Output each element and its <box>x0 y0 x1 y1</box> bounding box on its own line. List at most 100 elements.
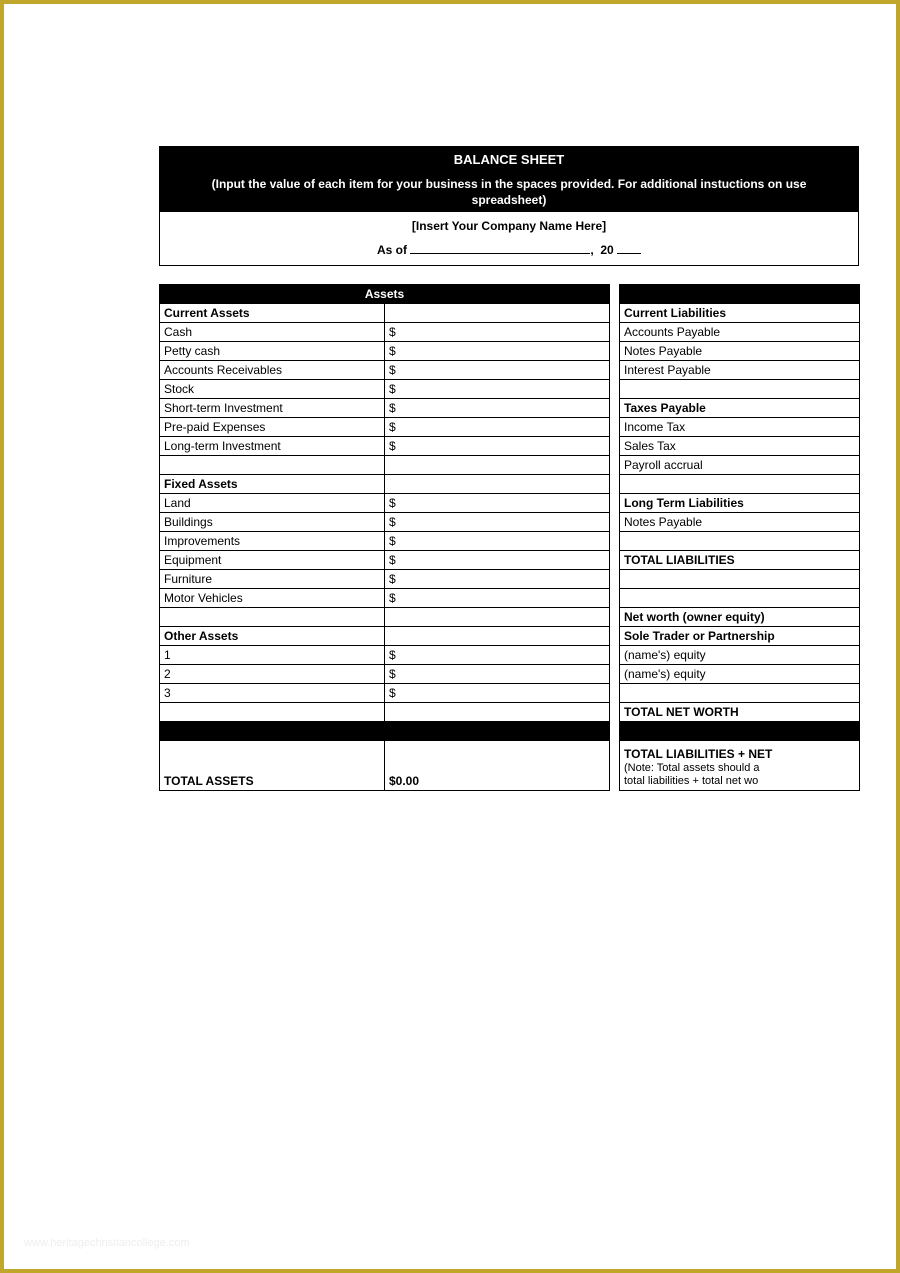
title-bar: BALANCE SHEET <box>159 146 859 173</box>
total-net-worth-label: TOTAL NET WORTH <box>620 703 860 722</box>
asof-date-blank[interactable] <box>410 253 590 254</box>
liability-label: Accounts Payable <box>620 323 860 342</box>
table-row: Current Assets Current Liabilities <box>160 304 860 323</box>
liability-label: Notes Payable <box>620 513 860 532</box>
asset-label: Petty cash <box>160 342 385 361</box>
asset-value[interactable]: $ <box>385 418 610 437</box>
liability-label: Interest Payable <box>620 361 860 380</box>
asset-value[interactable]: $ <box>385 646 610 665</box>
instructions-line-1: (Input the value of each item for your b… <box>212 177 807 191</box>
asset-value[interactable]: $ <box>385 361 610 380</box>
asset-value[interactable]: $ <box>385 665 610 684</box>
table-row: Short-term Investment $ Taxes Payable <box>160 399 860 418</box>
asof-year-prefix: 20 <box>600 243 613 257</box>
company-name-placeholder[interactable]: [Insert Your Company Name Here] <box>160 212 858 237</box>
sole-trader-header: Sole Trader or Partnership <box>620 627 860 646</box>
asset-value[interactable]: $ <box>385 551 610 570</box>
table-row: Land $ Long Term Liabilities <box>160 494 860 513</box>
asset-value[interactable]: $ <box>385 494 610 513</box>
asof-year-blank[interactable] <box>617 253 641 254</box>
assets-header-row: Assets <box>160 285 860 304</box>
table-row: TOTAL NET WORTH <box>160 703 860 722</box>
asset-label: 3 <box>160 684 385 703</box>
assets-header: Assets <box>160 285 610 304</box>
asset-label: Short-term Investment <box>160 399 385 418</box>
total-liabilities-label: TOTAL LIABILITIES <box>620 551 860 570</box>
other-assets-header: Other Assets <box>160 627 385 646</box>
table-row: Other Assets Sole Trader or Partnership <box>160 627 860 646</box>
asset-value[interactable]: $ <box>385 399 610 418</box>
asof-comma: , <box>590 243 593 257</box>
asset-value[interactable]: $ <box>385 437 610 456</box>
note-line-2: total liabilities + total net wo <box>624 775 758 787</box>
table-row: Long-term Investment $ Sales Tax <box>160 437 860 456</box>
asset-label: 2 <box>160 665 385 684</box>
asset-value[interactable]: $ <box>385 532 610 551</box>
total-assets-label: TOTAL ASSETS <box>160 741 385 791</box>
asset-label: Furniture <box>160 570 385 589</box>
table-row: 2 $ (name's) equity <box>160 665 860 684</box>
asset-value[interactable]: $ <box>385 589 610 608</box>
table-row: Motor Vehicles $ <box>160 589 860 608</box>
spacer-row <box>160 722 860 741</box>
asset-value[interactable]: $ <box>385 570 610 589</box>
asset-label: Accounts Receivables <box>160 361 385 380</box>
watermark-text: www.heritagechristiancollege.com <box>24 1237 190 1249</box>
document-content: BALANCE SHEET (Input the value of each i… <box>159 146 859 791</box>
asset-value[interactable]: $ <box>385 342 610 361</box>
net-worth-header: Net worth (owner equity) <box>620 608 860 627</box>
table-row: Fixed Assets <box>160 475 860 494</box>
asset-label: Improvements <box>160 532 385 551</box>
long-term-liabilities-header: Long Term Liabilities <box>620 494 860 513</box>
tax-label: Sales Tax <box>620 437 860 456</box>
asset-label: Stock <box>160 380 385 399</box>
table-row: 3 $ <box>160 684 860 703</box>
table-row: Pre-paid Expenses $ Income Tax <box>160 418 860 437</box>
liability-label: Notes Payable <box>620 342 860 361</box>
total-liab-net-label: TOTAL LIABILITIES + NET <box>624 747 772 761</box>
table-row: Accounts Receivables $ Interest Payable <box>160 361 860 380</box>
tax-label: Income Tax <box>620 418 860 437</box>
fixed-assets-header: Fixed Assets <box>160 475 385 494</box>
asset-label: Cash <box>160 323 385 342</box>
totals-row: TOTAL ASSETS $0.00 TOTAL LIABILITIES + N… <box>160 741 860 791</box>
document-title: BALANCE SHEET <box>454 152 565 167</box>
as-of-line: As of , 20 <box>160 237 858 265</box>
instructions-line-2: spreadsheet) <box>472 193 547 207</box>
asset-value[interactable]: $ <box>385 513 610 532</box>
table-row: 1 $ (name's) equity <box>160 646 860 665</box>
equity-label: (name's) equity <box>620 646 860 665</box>
asset-value[interactable]: $ <box>385 380 610 399</box>
asset-label: Motor Vehicles <box>160 589 385 608</box>
asset-value[interactable]: $ <box>385 323 610 342</box>
page-frame: BALANCE SHEET (Input the value of each i… <box>0 0 900 1273</box>
table-row: Net worth (owner equity) <box>160 608 860 627</box>
total-liabilities-net-cell: TOTAL LIABILITIES + NET (Note: Total ass… <box>620 741 860 791</box>
total-assets-value: $0.00 <box>385 741 610 791</box>
table-row: Stock $ <box>160 380 860 399</box>
instructions-bar: (Input the value of each item for your b… <box>159 173 859 212</box>
asset-label: Pre-paid Expenses <box>160 418 385 437</box>
asset-label: Buildings <box>160 513 385 532</box>
balance-sheet-table: Assets Current Assets Current Liabilitie… <box>159 284 860 791</box>
asset-label: Equipment <box>160 551 385 570</box>
table-row: Buildings $ Notes Payable <box>160 513 860 532</box>
current-assets-header: Current Assets <box>160 304 385 323</box>
asset-label: Land <box>160 494 385 513</box>
table-row: Furniture $ <box>160 570 860 589</box>
asset-label: 1 <box>160 646 385 665</box>
note-line-1: (Note: Total assets should a <box>624 762 760 774</box>
table-row: Equipment $ TOTAL LIABILITIES <box>160 551 860 570</box>
current-liabilities-header: Current Liabilities <box>620 304 860 323</box>
table-row: Improvements $ <box>160 532 860 551</box>
tax-label: Payroll accrual <box>620 456 860 475</box>
company-block: [Insert Your Company Name Here] As of , … <box>159 212 859 266</box>
asset-label: Long-term Investment <box>160 437 385 456</box>
equity-label: (name's) equity <box>620 665 860 684</box>
taxes-payable-header: Taxes Payable <box>620 399 860 418</box>
asof-prefix: As of <box>377 243 407 257</box>
table-row: Petty cash $ Notes Payable <box>160 342 860 361</box>
table-row: Payroll accrual <box>160 456 860 475</box>
table-row: Cash $ Accounts Payable <box>160 323 860 342</box>
asset-value[interactable]: $ <box>385 684 610 703</box>
